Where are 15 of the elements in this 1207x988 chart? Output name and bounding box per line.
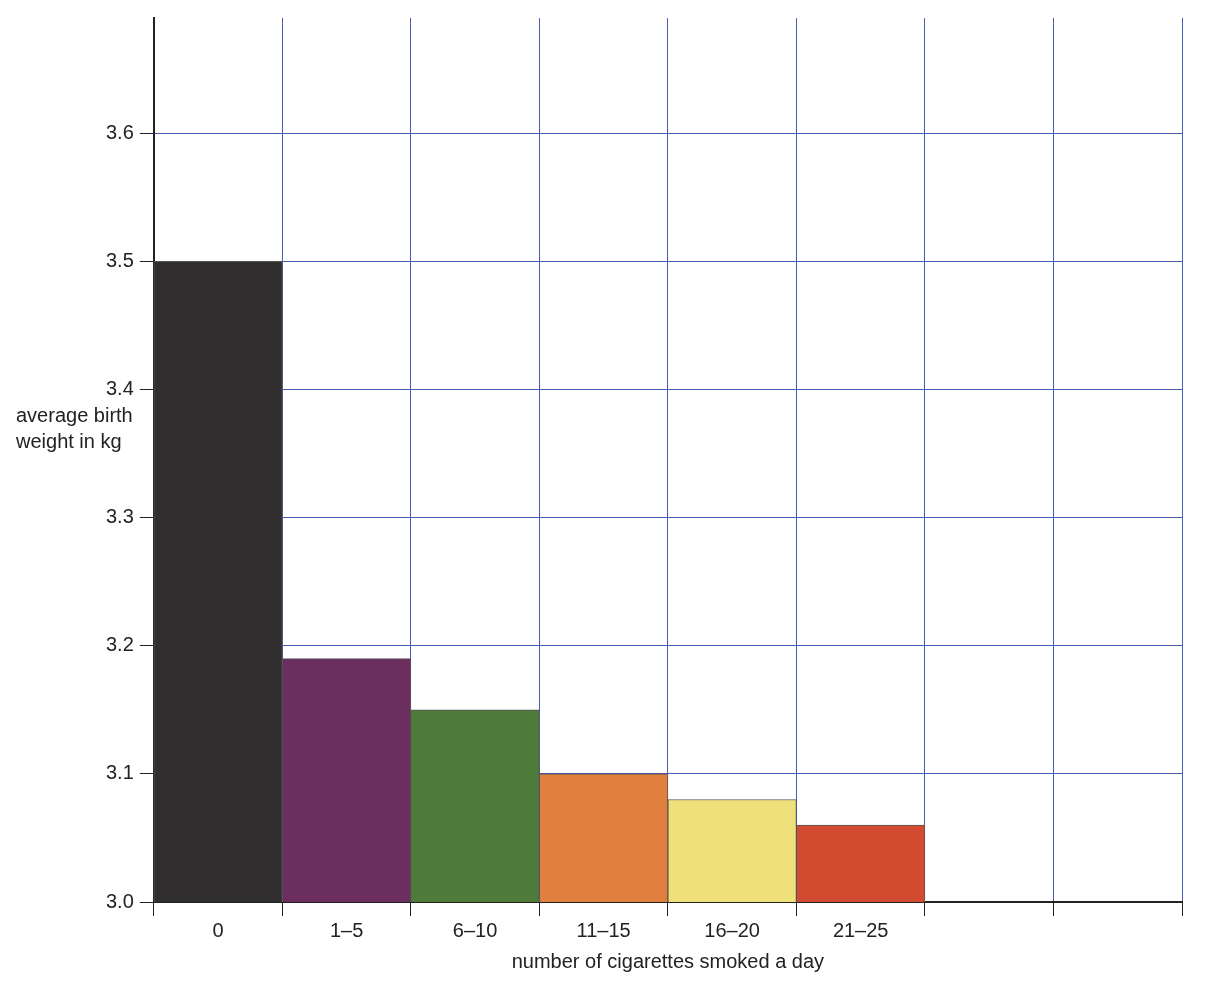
y-tick-label: 3.6 xyxy=(105,120,134,143)
x-tick-label: 16–20 xyxy=(704,918,760,941)
x-tick-label: 21–25 xyxy=(832,918,889,941)
y-tick-label: 3.2 xyxy=(105,633,134,656)
y-tick-label: 3.5 xyxy=(105,248,134,271)
x-axis-title: number of cigarettes smoked a day xyxy=(511,949,825,972)
x-tick-label: 1–5 xyxy=(329,918,364,941)
y-tick-label: 3.1 xyxy=(105,761,134,784)
y-tick-label: 3.4 xyxy=(105,377,134,400)
x-tick-label: 0 xyxy=(212,918,224,941)
y-axis-title: average birth weight in kg xyxy=(16,403,134,454)
x-tick-label: 11–15 xyxy=(576,918,631,941)
y-tick-label: 3.0 xyxy=(105,889,134,912)
x-tick-label: 6–10 xyxy=(452,918,498,941)
y-tick-label: 3.3 xyxy=(105,505,134,528)
